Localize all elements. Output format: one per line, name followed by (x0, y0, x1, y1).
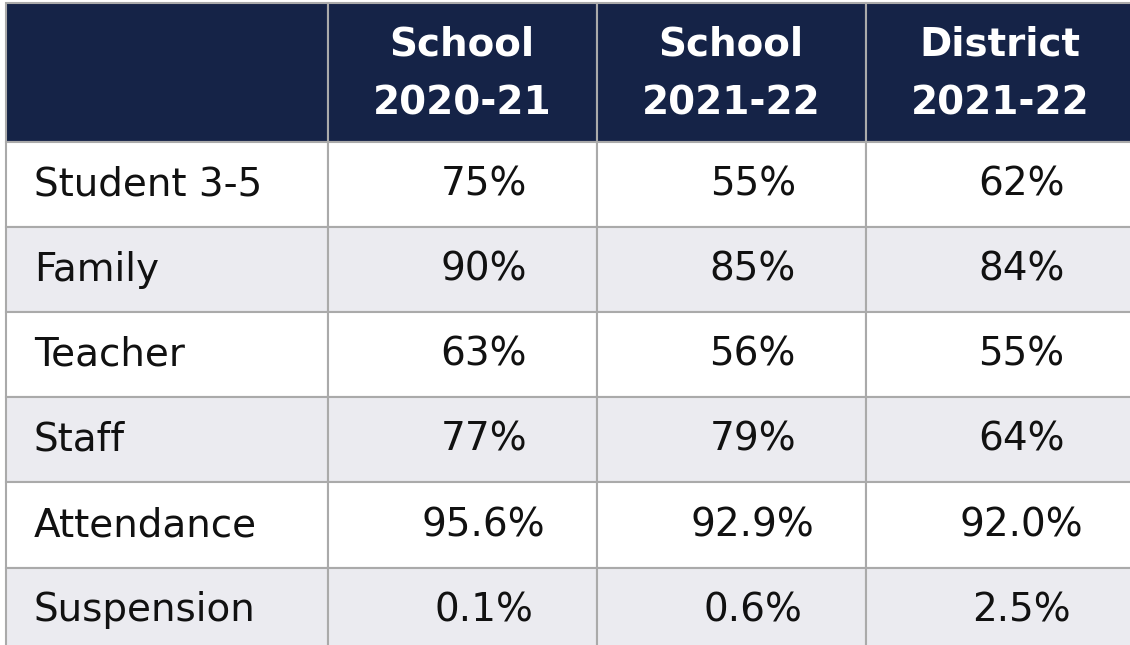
Text: 2021-22: 2021-22 (911, 84, 1089, 122)
Text: 85%: 85% (710, 251, 796, 288)
Bar (866, 568, 1130, 645)
Bar (328, 3, 597, 142)
Bar (6, 568, 328, 645)
Bar (866, 397, 1130, 482)
Text: 2020-21: 2020-21 (373, 84, 551, 122)
Bar (866, 142, 1130, 227)
Bar (597, 568, 866, 645)
Text: 64%: 64% (979, 421, 1064, 459)
Text: 62%: 62% (979, 166, 1064, 203)
Text: 55%: 55% (710, 166, 796, 203)
Text: School: School (659, 26, 803, 64)
Text: 92.0%: 92.0% (959, 506, 1084, 544)
Bar (866, 227, 1130, 312)
Bar (597, 227, 866, 312)
Bar (328, 227, 597, 312)
Text: Staff: Staff (34, 421, 125, 459)
Bar (597, 142, 866, 227)
Bar (328, 312, 597, 397)
Text: 2021-22: 2021-22 (642, 84, 820, 122)
Text: 84%: 84% (979, 251, 1064, 288)
Text: Student 3-5: Student 3-5 (34, 166, 262, 203)
Text: 56%: 56% (710, 336, 796, 373)
Bar (328, 568, 597, 645)
Text: Family: Family (34, 251, 159, 288)
Text: 95.6%: 95.6% (421, 506, 546, 544)
Bar (597, 312, 866, 397)
Text: Teacher: Teacher (34, 336, 185, 373)
Bar (866, 312, 1130, 397)
Bar (597, 397, 866, 482)
Text: 77%: 77% (441, 421, 527, 459)
Text: 75%: 75% (441, 166, 527, 203)
Bar (866, 3, 1130, 142)
Bar (6, 3, 328, 142)
Text: District: District (920, 26, 1080, 64)
Text: 0.6%: 0.6% (703, 591, 802, 629)
Bar (866, 482, 1130, 568)
Bar (597, 482, 866, 568)
Text: 79%: 79% (710, 421, 796, 459)
Bar (328, 397, 597, 482)
Text: 2.5%: 2.5% (972, 591, 1071, 629)
Bar (6, 227, 328, 312)
Text: 92.9%: 92.9% (690, 506, 815, 544)
Text: Suspension: Suspension (34, 591, 255, 629)
Bar (6, 397, 328, 482)
Bar (6, 142, 328, 227)
Text: School: School (390, 26, 534, 64)
Text: 90%: 90% (441, 251, 527, 288)
Text: 55%: 55% (979, 336, 1064, 373)
Bar (6, 482, 328, 568)
Text: 63%: 63% (441, 336, 527, 373)
Text: 0.1%: 0.1% (434, 591, 533, 629)
Bar (597, 3, 866, 142)
Text: Attendance: Attendance (34, 506, 257, 544)
Bar (328, 142, 597, 227)
Bar (6, 312, 328, 397)
Bar (328, 482, 597, 568)
